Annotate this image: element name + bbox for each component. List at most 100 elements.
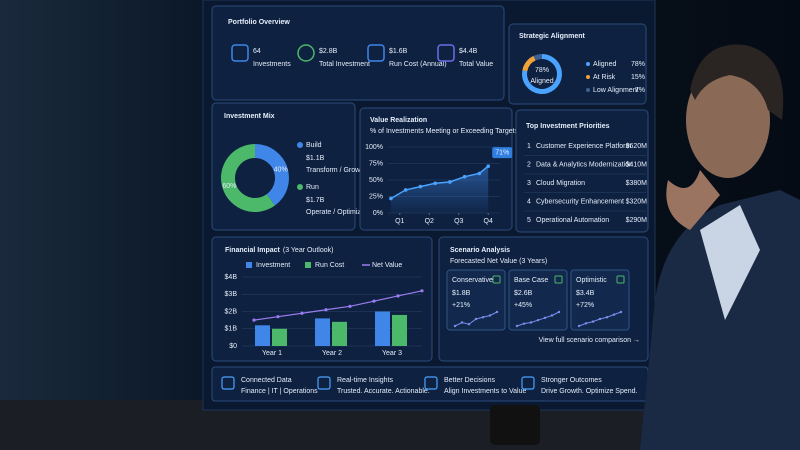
kpi-icon <box>231 44 249 62</box>
legend-label: Investment <box>256 262 290 269</box>
point <box>403 188 408 192</box>
y-tick-label: $4B <box>225 274 238 281</box>
legend-swatch <box>305 262 311 268</box>
sparkline-point <box>612 313 616 316</box>
point <box>477 171 482 176</box>
scenario-name: Conservative <box>452 277 493 284</box>
donut-center-label: Aligned <box>530 78 553 85</box>
donut-segment <box>255 144 289 206</box>
priority-name: Cybersecurity Enhancement <box>536 198 624 205</box>
y-tick-label: 0% <box>373 210 383 217</box>
kpi-label: Run Cost (Annual) <box>389 61 447 68</box>
legend-dot <box>297 142 303 148</box>
panel-title: Portfolio Overview <box>228 19 290 26</box>
priority-value: $620M <box>626 143 648 150</box>
panel-title: Investment Mix <box>224 113 275 120</box>
point <box>448 180 452 184</box>
kpi-value: 64 <box>253 48 261 55</box>
x-tick-label: Q2 <box>425 218 434 225</box>
dashboard: Portfolio Overview 64 Investments $2.8B Tota… <box>211 5 649 402</box>
rank: 3 <box>527 180 531 187</box>
donut-center-value: 78% <box>535 67 549 74</box>
legend-swatch <box>246 262 252 268</box>
panel-subtitle: Forecasted Net Value (3 Years) <box>450 258 547 265</box>
segment-amount: $1.7B <box>306 197 325 204</box>
legend-value: 78% <box>631 61 645 68</box>
link[interactable]: View full scenario comparison → <box>539 337 640 344</box>
scenario-icon <box>554 275 563 284</box>
panel-title: Value Realization <box>370 117 427 124</box>
scenario-value: $1.8B <box>452 290 471 297</box>
sparkline-point <box>536 318 540 322</box>
priority-name: Data & Analytics Modernization <box>536 161 633 168</box>
sparkline-point <box>467 323 471 326</box>
donut-segment <box>533 54 542 61</box>
footer-text: Trusted. Accurate. Actionable. <box>337 388 430 395</box>
person-hair <box>690 44 784 120</box>
point <box>396 294 400 298</box>
point <box>276 315 280 319</box>
person-hand <box>666 170 720 230</box>
panel <box>211 5 505 101</box>
priority-name: Operational Automation <box>536 217 609 224</box>
y-tick-label: 25% <box>369 193 383 200</box>
kpi-label: Total Investment <box>319 61 370 68</box>
scenario-name: Optimistic <box>576 277 607 284</box>
data-label-bg <box>492 147 513 159</box>
footer-bar <box>211 366 649 402</box>
kpi-icon <box>437 44 455 62</box>
x-tick-label: Q1 <box>395 218 404 225</box>
person-body <box>640 190 800 450</box>
line <box>253 290 423 321</box>
point <box>252 318 256 322</box>
segment-description: Operate / Optimize <box>306 209 365 216</box>
legend-dot <box>586 88 590 92</box>
sparkline-point <box>495 310 499 314</box>
bar <box>255 325 270 346</box>
panel-title: Financial Impact <box>225 247 281 254</box>
y-tick-label: $3B <box>225 291 238 298</box>
sparkline-point <box>605 316 609 319</box>
rank: 4 <box>527 198 531 205</box>
point <box>372 299 376 303</box>
sparkline-point <box>598 317 602 321</box>
point <box>324 308 328 312</box>
footer-text: Align Investments to Value <box>444 388 526 395</box>
kpi-value: $2.8B <box>319 48 338 55</box>
legend-label: Low Alignment <box>593 87 639 94</box>
panel-title: Top Investment Priorities <box>526 123 610 130</box>
point <box>486 164 491 168</box>
y-tick-label: 100% <box>365 144 383 151</box>
x-tick-label: Q3 <box>454 218 463 225</box>
person-collar <box>700 205 760 320</box>
data-label: 71% <box>495 149 509 156</box>
legend-dot <box>586 75 590 79</box>
footer-text: Finance | IT | Operations <box>241 388 318 395</box>
sparkline-point <box>474 317 478 321</box>
segment-label: 60% <box>222 183 236 190</box>
scenario-icon <box>492 275 501 284</box>
legend-label: Build <box>306 142 322 149</box>
legend-label: At Risk <box>593 74 616 81</box>
y-tick-label: 75% <box>369 160 383 167</box>
legend-value: 15% <box>631 74 645 81</box>
x-tick-label: Year 1 <box>262 350 282 357</box>
footer-title: Stronger Outcomes <box>541 377 602 384</box>
kpi-label: Total Value <box>459 61 493 68</box>
bar <box>375 311 390 346</box>
footer-icon <box>424 376 438 390</box>
person-head <box>686 62 770 178</box>
donut-segment <box>220 144 275 212</box>
sparkline-point <box>577 324 581 328</box>
rank: 1 <box>527 143 531 150</box>
priority-value: $380M <box>626 180 648 187</box>
y-tick-label: 50% <box>369 177 383 184</box>
sparkline-point <box>481 316 485 319</box>
priority-name: Cloud Migration <box>536 180 585 187</box>
bar <box>272 328 287 346</box>
footer-title: Connected Data <box>241 377 292 384</box>
point <box>418 184 423 189</box>
panel <box>508 23 647 105</box>
footer-icon <box>521 376 535 390</box>
